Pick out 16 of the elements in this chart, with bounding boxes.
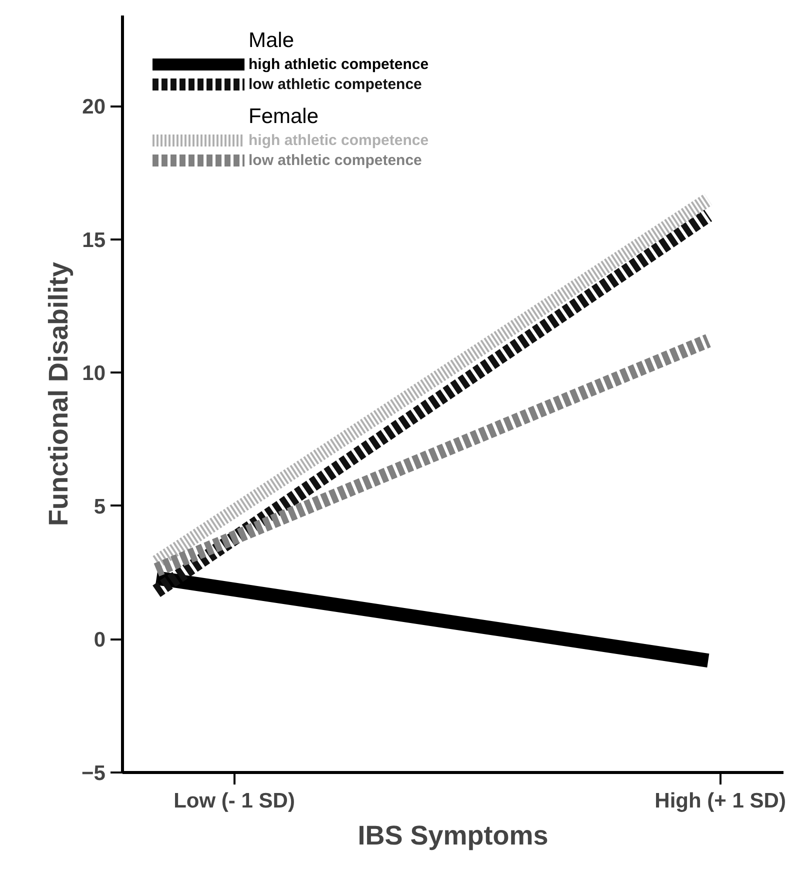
- x-axis-title: IBS Symptoms: [358, 820, 548, 850]
- y-tick-label: −5: [82, 762, 106, 785]
- y-tick-label: 10: [82, 362, 106, 386]
- text: high athletic competence: [248, 56, 429, 73]
- y-tick-label: 0: [94, 628, 106, 652]
- text: high athletic competence: [248, 132, 429, 149]
- x-tick-label: Low (- 1 SD): [174, 790, 295, 812]
- y-tick-label: 5: [94, 495, 106, 518]
- text: Female: [248, 105, 319, 128]
- x-tick-label: High (+ 1 SD): [654, 790, 786, 812]
- text: low athletic competence: [248, 152, 422, 169]
- y-axis-title: Functional Disability: [44, 262, 74, 526]
- text: Male: [248, 29, 294, 52]
- text: low athletic competence: [248, 76, 422, 93]
- y-tick-label: 20: [82, 96, 106, 119]
- y-tick-label: 15: [82, 228, 106, 252]
